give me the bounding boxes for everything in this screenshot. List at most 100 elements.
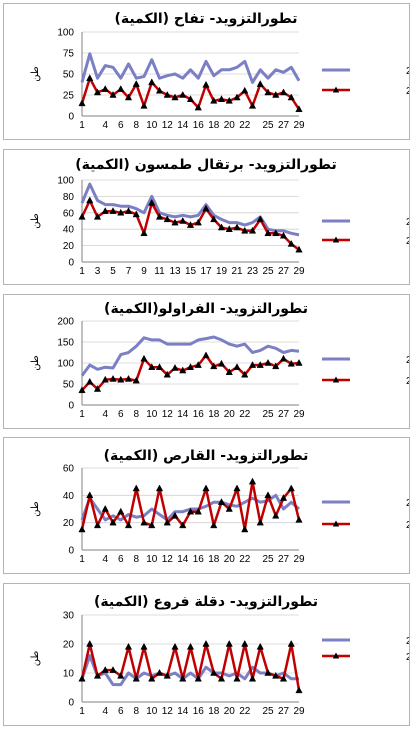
- data-point: [186, 507, 195, 515]
- x-tick-label: 3: [95, 266, 101, 277]
- data-point: [248, 361, 257, 368]
- data-point: [287, 239, 295, 247]
- x-tick-label: 1: [79, 266, 85, 277]
- x-tick-label: 6: [118, 409, 124, 420]
- x-tick-label: 8: [133, 706, 139, 717]
- series-line: [80, 654, 299, 687]
- chart-panel-dates: تطورالتزويد- دقلة فروع (الكمية) طن 0 10 20 30…: [3, 583, 410, 726]
- data-point: [140, 518, 148, 526]
- data-point: [233, 93, 241, 101]
- data-point: [202, 351, 210, 359]
- data-point: [117, 507, 125, 515]
- x-tick-label: 21: [231, 266, 243, 277]
- data-point: [217, 498, 226, 505]
- data-point: [248, 477, 257, 485]
- data-point: [248, 674, 257, 682]
- x-tick-label: 27: [278, 266, 290, 277]
- data-point: [109, 90, 117, 98]
- data-point: [217, 95, 226, 102]
- data-point: [264, 358, 272, 366]
- data-point: [241, 525, 249, 533]
- data-point: [202, 204, 210, 212]
- data-point: [132, 80, 140, 87]
- data-point: [295, 358, 303, 366]
- x-tick-label: 6: [118, 554, 124, 565]
- data-point: [140, 229, 148, 237]
- x-tick-label: 29: [293, 554, 305, 565]
- data-point: [78, 99, 86, 107]
- data-point: [163, 215, 171, 223]
- data-point: [264, 88, 272, 96]
- y-tick-label: 50: [63, 380, 75, 391]
- data-point: [148, 521, 156, 529]
- chart-title: تطورالتزويد- دقلة فروع (الكمية): [94, 594, 318, 610]
- data-point: [124, 93, 133, 101]
- data-point: [171, 511, 179, 519]
- data-point: [132, 376, 140, 384]
- x-tick-label: 25: [262, 266, 274, 277]
- data-point: [101, 85, 109, 92]
- x-tick-label: 12: [162, 120, 174, 131]
- data-point: [194, 218, 202, 226]
- data-point: [179, 366, 187, 374]
- x-tick-label: 8: [133, 554, 139, 565]
- data-point: [202, 639, 210, 647]
- data-point: [287, 93, 295, 101]
- data-point: [279, 674, 288, 682]
- x-tick-label: 18: [208, 409, 220, 420]
- legend-label: أفريل 2018: [406, 650, 409, 663]
- legend-label: أفريل 2017: [406, 64, 409, 77]
- data-point: [210, 362, 218, 370]
- data-point: [140, 642, 148, 650]
- x-tick-label: 1: [79, 706, 85, 717]
- data-point: [171, 364, 179, 371]
- y-tick-label: 100: [57, 28, 74, 39]
- data-point: [171, 93, 179, 101]
- data-point: [163, 518, 171, 526]
- data-point: [78, 212, 86, 220]
- data-point: [148, 363, 156, 370]
- y-axis-label: طن: [30, 66, 41, 82]
- x-tick-label: 25: [262, 554, 274, 565]
- data-point: [194, 674, 202, 682]
- x-tick-label: 16: [193, 554, 205, 565]
- data-point: [295, 105, 303, 113]
- data-point: [86, 196, 94, 204]
- y-tick-label: 0: [68, 401, 74, 412]
- y-tick-label: 60: [63, 464, 75, 475]
- data-point: [155, 484, 164, 492]
- data-point: [287, 484, 295, 492]
- data-point: [210, 96, 218, 104]
- data-point: [264, 668, 272, 676]
- x-tick-label: 14: [177, 120, 189, 131]
- x-tick-label: 27: [278, 120, 290, 131]
- x-tick-label: 8: [133, 120, 139, 131]
- x-tick-label: 29: [293, 266, 305, 277]
- x-tick-label: 12: [162, 706, 174, 717]
- data-point: [109, 518, 117, 526]
- x-tick-label: 27: [278, 706, 290, 717]
- x-tick-label: 25: [262, 409, 274, 420]
- y-tick-label: 20: [63, 518, 75, 529]
- data-point: [272, 362, 280, 370]
- data-point: [117, 375, 125, 383]
- data-point: [256, 361, 264, 368]
- data-point: [171, 642, 179, 650]
- x-tick-label: 17: [200, 266, 212, 277]
- data-point: [186, 221, 195, 228]
- data-point: [233, 484, 241, 492]
- data-point: [287, 359, 295, 367]
- x-tick-label: 1: [79, 409, 85, 420]
- data-point: [248, 101, 257, 109]
- x-tick-label: 29: [293, 706, 305, 717]
- x-tick-label: 14: [177, 554, 189, 565]
- x-tick-label: 15: [185, 266, 197, 277]
- x-tick-label: 20: [224, 554, 236, 565]
- data-point: [241, 226, 249, 234]
- x-tick-label: 10: [146, 120, 158, 131]
- y-tick-label: 50: [63, 70, 75, 81]
- x-tick-label: 1: [79, 554, 85, 565]
- legend-marker: [332, 520, 340, 527]
- data-point: [186, 642, 195, 650]
- data-point: [109, 374, 117, 382]
